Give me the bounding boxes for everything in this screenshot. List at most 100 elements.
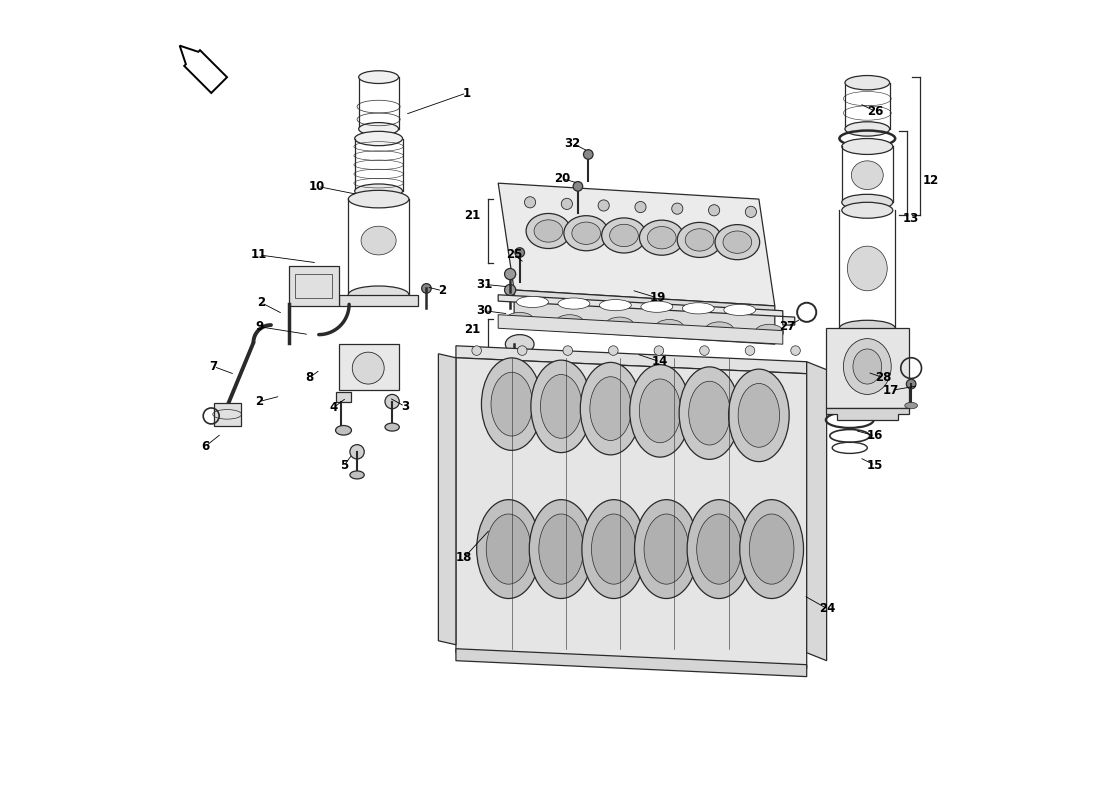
Text: 2: 2 — [257, 296, 265, 310]
Text: 17: 17 — [883, 384, 900, 397]
Ellipse shape — [605, 317, 634, 333]
Ellipse shape — [349, 190, 409, 208]
Polygon shape — [498, 183, 774, 306]
Circle shape — [352, 352, 384, 384]
Ellipse shape — [556, 314, 584, 330]
Ellipse shape — [852, 349, 881, 384]
Ellipse shape — [540, 374, 582, 438]
Ellipse shape — [529, 500, 593, 598]
Text: 32: 32 — [564, 137, 581, 150]
Text: 15: 15 — [867, 459, 883, 472]
Text: 14: 14 — [652, 355, 668, 368]
Ellipse shape — [491, 372, 532, 436]
Circle shape — [561, 198, 572, 210]
Text: 4: 4 — [329, 402, 338, 414]
Ellipse shape — [358, 193, 373, 201]
Ellipse shape — [629, 365, 691, 457]
Ellipse shape — [515, 248, 525, 258]
Ellipse shape — [678, 222, 722, 258]
Circle shape — [745, 346, 755, 355]
Ellipse shape — [689, 382, 730, 445]
Text: 16: 16 — [867, 430, 883, 442]
Text: 28: 28 — [876, 371, 891, 384]
Circle shape — [654, 346, 663, 355]
Text: 27: 27 — [780, 320, 795, 333]
Text: 20: 20 — [553, 172, 570, 185]
Ellipse shape — [739, 500, 803, 598]
Ellipse shape — [648, 226, 676, 249]
Ellipse shape — [724, 304, 756, 315]
Ellipse shape — [336, 426, 352, 435]
Ellipse shape — [572, 222, 601, 244]
Circle shape — [573, 182, 583, 191]
Text: 6: 6 — [201, 440, 210, 453]
Circle shape — [635, 202, 646, 213]
Ellipse shape — [558, 298, 590, 309]
Ellipse shape — [609, 224, 638, 246]
Ellipse shape — [723, 231, 751, 254]
Ellipse shape — [349, 286, 409, 303]
Circle shape — [472, 346, 482, 355]
Ellipse shape — [715, 225, 760, 260]
Ellipse shape — [639, 379, 681, 442]
Ellipse shape — [688, 500, 751, 598]
Ellipse shape — [679, 367, 739, 459]
Ellipse shape — [526, 214, 571, 249]
Polygon shape — [514, 290, 774, 344]
Ellipse shape — [354, 184, 403, 198]
Ellipse shape — [531, 360, 592, 453]
Ellipse shape — [476, 500, 540, 598]
Circle shape — [563, 346, 572, 355]
Text: 7: 7 — [209, 360, 218, 373]
Ellipse shape — [645, 514, 689, 584]
Text: 12: 12 — [923, 174, 939, 187]
Text: 3: 3 — [400, 400, 409, 413]
Ellipse shape — [505, 312, 535, 328]
Text: 30: 30 — [476, 304, 493, 318]
Text: 24: 24 — [820, 602, 836, 615]
Ellipse shape — [361, 226, 396, 255]
Ellipse shape — [385, 394, 399, 409]
Ellipse shape — [842, 138, 893, 154]
Circle shape — [598, 200, 609, 211]
Text: 2: 2 — [438, 284, 447, 298]
Text: 8: 8 — [305, 371, 314, 384]
Ellipse shape — [602, 218, 647, 253]
Text: 31: 31 — [476, 278, 493, 291]
Ellipse shape — [564, 216, 608, 250]
Ellipse shape — [385, 423, 399, 431]
Ellipse shape — [845, 122, 890, 136]
Ellipse shape — [844, 338, 891, 394]
Ellipse shape — [696, 514, 741, 584]
Ellipse shape — [505, 334, 535, 354]
Ellipse shape — [656, 319, 684, 335]
Text: 18: 18 — [455, 551, 472, 564]
Text: 13: 13 — [902, 212, 918, 225]
Bar — [339, 294, 418, 306]
Ellipse shape — [851, 161, 883, 190]
Bar — [826, 328, 909, 408]
Ellipse shape — [641, 301, 673, 312]
Text: 11: 11 — [251, 249, 267, 262]
Ellipse shape — [728, 369, 789, 462]
Polygon shape — [806, 362, 826, 661]
Ellipse shape — [486, 514, 531, 584]
Text: 26: 26 — [867, 105, 883, 118]
Circle shape — [505, 269, 516, 280]
Circle shape — [608, 346, 618, 355]
Ellipse shape — [749, 514, 794, 584]
Circle shape — [708, 205, 719, 216]
Ellipse shape — [539, 514, 583, 584]
Text: 1: 1 — [462, 86, 471, 99]
Polygon shape — [826, 408, 909, 420]
Text: 21: 21 — [464, 323, 480, 336]
Ellipse shape — [359, 122, 398, 135]
Text: 10: 10 — [309, 180, 326, 193]
Ellipse shape — [590, 377, 631, 441]
Circle shape — [791, 346, 801, 355]
Ellipse shape — [682, 302, 714, 314]
Polygon shape — [288, 266, 339, 306]
Ellipse shape — [482, 358, 542, 450]
Text: 19: 19 — [649, 291, 666, 305]
Ellipse shape — [755, 324, 783, 340]
